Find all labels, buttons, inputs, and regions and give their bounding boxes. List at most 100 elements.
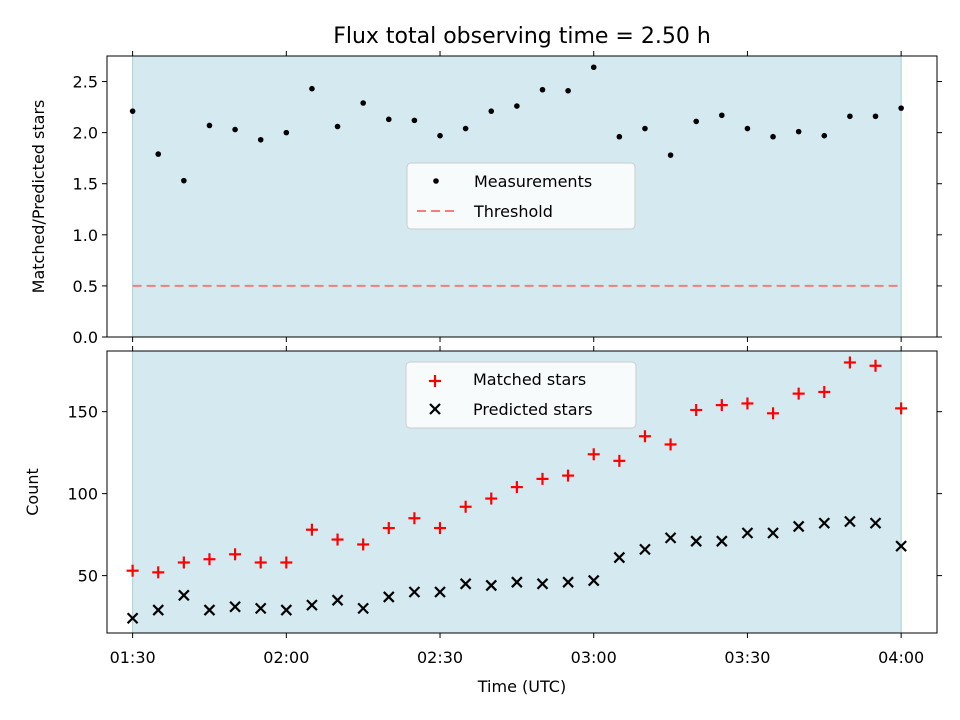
matched-stars-point — [331, 533, 344, 546]
legend-threshold-label: Threshold — [473, 202, 553, 221]
x-tick-label: 03:30 — [724, 648, 770, 667]
matched-stars-point — [203, 553, 216, 566]
matched-stars-point — [690, 404, 703, 417]
matched-stars-point — [792, 387, 805, 400]
matched-stars-point — [126, 564, 139, 577]
matched-stars-point — [229, 548, 242, 561]
predicted-stars-point — [152, 604, 165, 616]
measurement-point — [616, 133, 623, 140]
y-tick-label: 150 — [67, 403, 98, 422]
bottom-legend: Matched stars Predicted stars — [405, 361, 637, 429]
matched-stars-point — [434, 522, 447, 535]
measurement-point — [821, 132, 828, 139]
legend-matched-label: Matched stars — [473, 370, 586, 389]
predicted-stars-point — [639, 543, 651, 556]
top-panel: 0.0 0.5 1.0 1.5 2.0 2.5 Matched/Predicted sta… — [29, 51, 942, 347]
measurement-point — [360, 100, 366, 106]
y-tick-label: 2.5 — [73, 73, 98, 92]
bottom-axes-frame — [106, 350, 938, 634]
measurement-point — [437, 132, 443, 139]
top-legend: Measurements Threshold — [406, 162, 636, 230]
predicted-stars-point — [408, 586, 421, 598]
matched-stars-point — [177, 556, 190, 569]
predicted-stars-point — [331, 594, 344, 606]
matched-stars-point — [843, 356, 856, 369]
y-tick-label: 0.5 — [73, 277, 98, 296]
predicted-stars-point — [844, 515, 856, 528]
y-tick-label: 50 — [78, 567, 98, 586]
top-y-axis-label: Matched/Predicted stars — [29, 100, 48, 294]
matched-stars-point — [587, 448, 600, 461]
matched-stars-point — [638, 430, 651, 443]
matched-stars-point — [254, 556, 267, 569]
predicted-stars-point — [178, 589, 190, 602]
legend-measurements-marker — [433, 178, 439, 184]
matched-stars-point — [664, 438, 677, 451]
matched-stars-point — [510, 481, 523, 494]
measurement-point — [283, 129, 290, 136]
predicted-stars-point — [229, 600, 241, 613]
matched-stars-point — [305, 523, 318, 536]
measurement-point — [719, 112, 725, 119]
matched-stars-point — [280, 556, 293, 569]
measurement-point — [488, 108, 495, 114]
matched-stars-point — [741, 397, 754, 410]
predicted-stars-point — [587, 574, 600, 587]
matched-stars-point — [562, 469, 575, 482]
measurement-point — [309, 85, 315, 92]
predicted-stars-point — [767, 527, 779, 539]
measurement-point — [514, 103, 520, 109]
measurement-point — [565, 87, 571, 94]
predicted-stars-point — [434, 586, 446, 598]
top-axes-frame — [106, 55, 938, 338]
matched-stars-point — [895, 402, 908, 415]
measurement-point — [129, 108, 136, 114]
measurement-point — [590, 64, 597, 71]
matched-stars-point — [767, 407, 780, 420]
measurement-point — [872, 113, 879, 120]
matched-stars-point — [408, 512, 421, 525]
measurement-point — [847, 113, 853, 120]
predicted-stars-point — [254, 602, 267, 615]
x-tick-label: 03:00 — [571, 648, 617, 667]
bottom-y-axis-label: Count — [23, 468, 42, 516]
matched-stars-point — [869, 359, 882, 372]
x-axis-label: Time (UTC) — [477, 677, 566, 696]
predicted-stars-point — [818, 517, 831, 529]
legend-predicted-marker — [429, 403, 441, 415]
measurement-point — [232, 126, 238, 133]
y-tick-label: 1.0 — [73, 226, 98, 245]
matched-stars-point — [818, 385, 831, 398]
measurement-point — [334, 123, 341, 130]
predicted-stars-point — [690, 535, 702, 547]
predicted-stars-point — [280, 604, 293, 616]
x-tick-label: 01:30 — [110, 648, 156, 667]
measurement-point — [411, 117, 418, 124]
predicted-stars-point — [536, 578, 549, 590]
predicted-stars-point — [895, 540, 907, 552]
matched-stars-point — [152, 566, 165, 579]
measurement-point — [770, 133, 776, 140]
predicted-stars-point — [511, 576, 523, 588]
measurement-point — [898, 105, 904, 111]
predicted-stars-point — [562, 576, 574, 588]
matched-stars-point — [613, 454, 626, 467]
predicted-stars-point — [383, 591, 395, 603]
matched-stars-point — [357, 538, 370, 551]
measurement-point — [155, 151, 162, 157]
predicted-stars-point — [613, 551, 626, 564]
measurement-point — [795, 128, 802, 135]
y-tick-label: 100 — [67, 485, 98, 504]
x-tick-label: 02:00 — [263, 648, 309, 667]
predicted-stars-point — [485, 579, 498, 592]
predicted-stars-point — [792, 520, 805, 533]
predicted-stars-point — [716, 535, 728, 547]
measurement-point — [642, 125, 648, 132]
predicted-stars-point — [357, 602, 369, 615]
matched-stars-point — [485, 492, 498, 505]
y-tick-label: 2.0 — [73, 124, 98, 143]
chart-title: Flux total observing time = 2.50 h — [333, 24, 711, 49]
predicted-stars-point — [664, 532, 677, 544]
predicted-stars-point — [306, 599, 318, 611]
